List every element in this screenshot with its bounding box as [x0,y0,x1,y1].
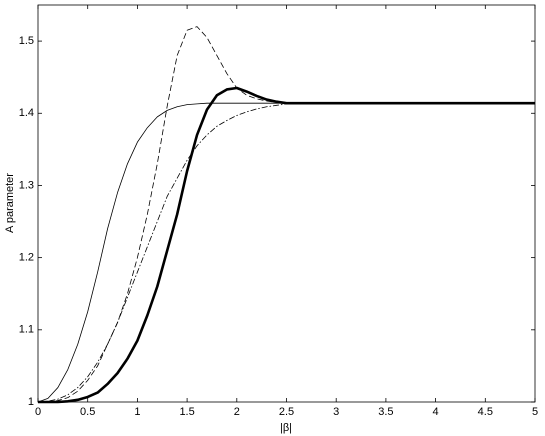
x-tick-label: 2 [234,406,240,418]
x-tick-label: 0 [35,406,41,418]
y-axis-label: A parameter [4,173,16,233]
y-tick-label: 1.2 [19,252,34,264]
y-tick-label: 1.5 [19,35,34,47]
series-line [37,102,535,403]
x-tick-label: 4.5 [478,406,493,418]
series-line [37,102,535,403]
x-tick-label: 3 [333,406,339,418]
series-line [38,86,535,404]
series-line [38,26,535,403]
x-tick-label: 5 [532,406,538,418]
y-tick-label: 1.3 [19,179,34,191]
x-axis-label: |β| [280,422,292,434]
x-tick-label: 1.5 [179,406,194,418]
x-tick-label: 2.5 [279,406,294,418]
y-tick-label: 1.4 [19,107,34,119]
y-tick-label: 1 [28,396,34,408]
x-tick-label: 0.5 [80,406,95,418]
x-tick-label: 4 [433,406,439,418]
x-tick-label: 3.5 [378,406,393,418]
x-tick-label: 1 [134,406,140,418]
y-tick-label: 1.1 [19,324,34,336]
plot-frame [37,4,536,403]
